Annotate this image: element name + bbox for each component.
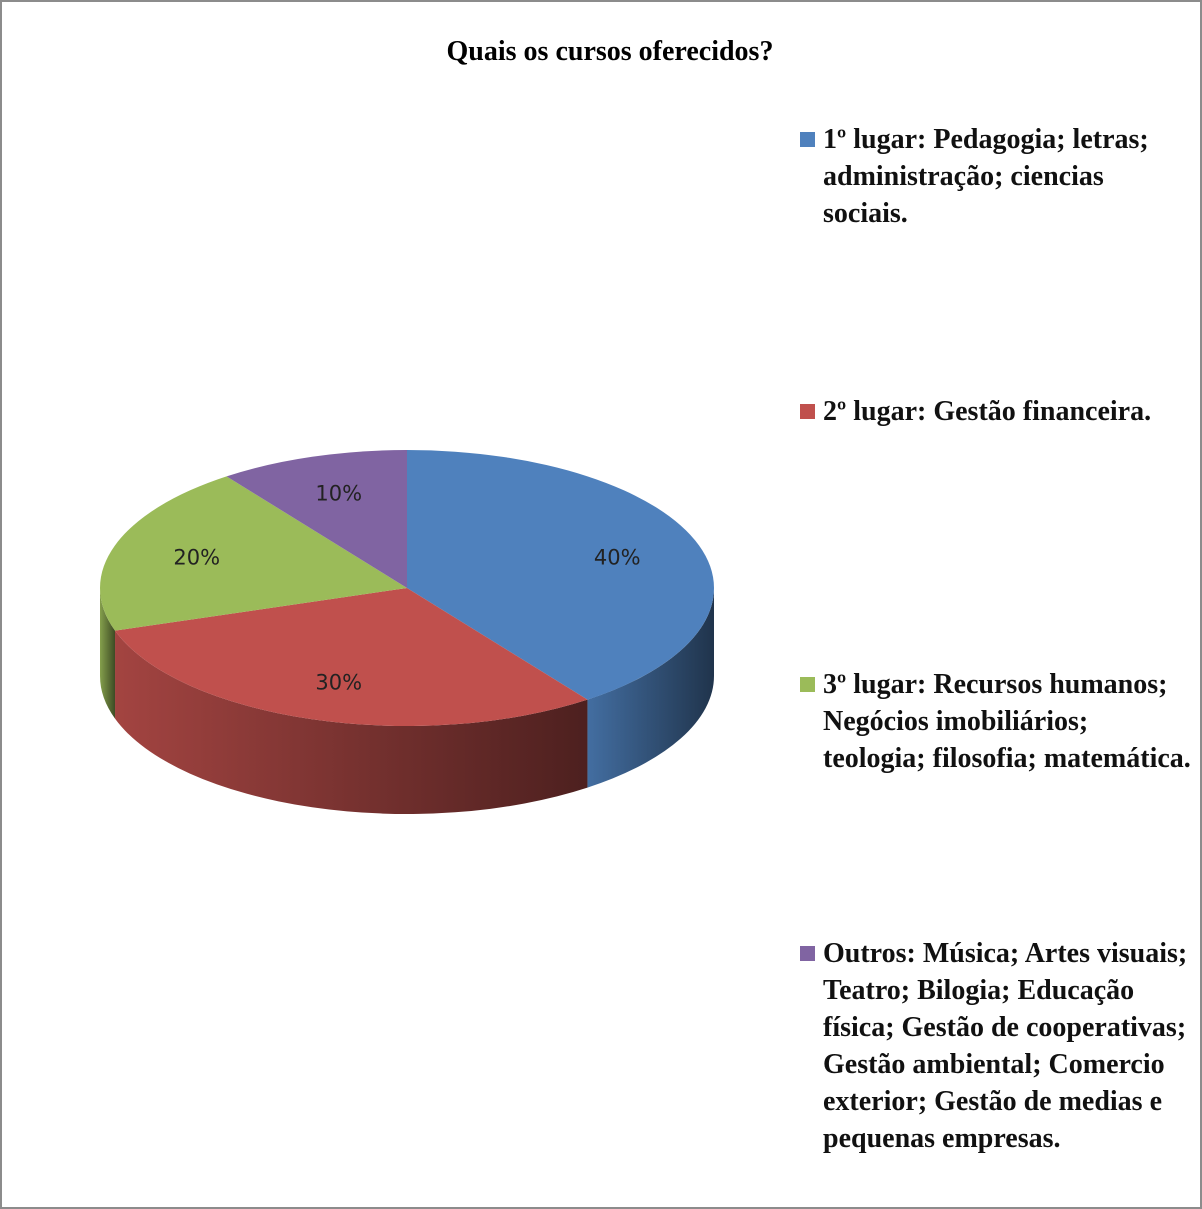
- legend-label: 2º lugar: Gestão financeira.: [823, 396, 1152, 427]
- chart-title: Quais os cursos oferecidos?: [447, 36, 774, 67]
- legend-swatch: [800, 677, 815, 692]
- slice-side: [115, 630, 588, 814]
- data-label: 20%: [173, 545, 220, 569]
- slice-side: [100, 588, 116, 719]
- legend-label: Outros: Música; Artes visuais; Teatro; B…: [823, 938, 1188, 1154]
- data-label: 30%: [315, 670, 362, 694]
- legend-item: 2º lugar: Gestão financeira.: [800, 393, 1198, 430]
- legend-swatch: [800, 946, 815, 961]
- slice: [99, 476, 407, 631]
- legend-label: 1º lugar: Pedagogia; letras; administraç…: [823, 124, 1149, 229]
- legend-item: 3º lugar: Recursos humanos; Negócios imo…: [800, 666, 1198, 777]
- legend-swatch: [800, 404, 815, 419]
- slice: [226, 450, 407, 588]
- slice: [407, 450, 714, 700]
- data-label: 40%: [594, 545, 641, 569]
- legend-item: Outros: Música; Artes visuais; Teatro; B…: [800, 935, 1198, 1157]
- slice-side: [587, 588, 714, 788]
- data-label: 10%: [315, 482, 362, 506]
- legend-item: 1º lugar: Pedagogia; letras; administraç…: [800, 121, 1198, 232]
- legend-label: 3º lugar: Recursos humanos; Negócios imo…: [823, 669, 1191, 774]
- slice: [115, 588, 588, 726]
- legend-swatch: [800, 132, 815, 147]
